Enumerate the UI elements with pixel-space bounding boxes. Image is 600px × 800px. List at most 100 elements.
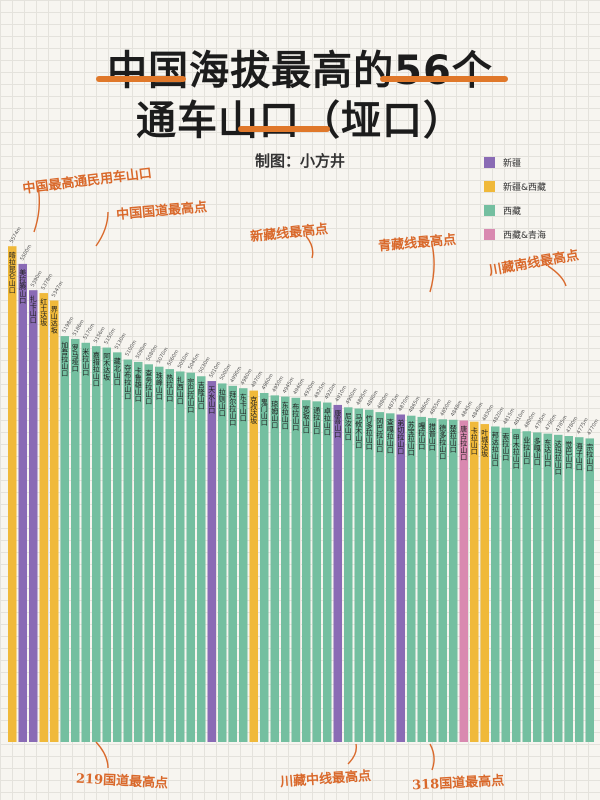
bar-name-label: 嘎拉山口 (418, 422, 426, 450)
bar-name-label: 红土达坂 (40, 297, 48, 327)
bar-name-label: 康喜山口 (334, 409, 342, 438)
annotation-arrow-4 (429, 243, 435, 293)
bar-8 (81, 342, 90, 742)
bar-30 (312, 401, 321, 742)
bar-name-label: 拉则山口 (218, 388, 226, 417)
bar-12 (123, 359, 132, 742)
bar-6 (60, 336, 69, 742)
bar-name-label: 苏宝拉山口 (407, 420, 415, 456)
bar-5 (50, 300, 59, 742)
bar-name-label: 多嘎山口 (533, 437, 541, 466)
bar-7 (71, 338, 80, 742)
bar-18 (186, 372, 195, 742)
bar-name-label: 拜尔拉山口 (229, 390, 237, 426)
title-underline-1 (96, 76, 186, 82)
bar-15 (155, 366, 164, 742)
bar-37 (386, 413, 395, 742)
legend-swatch-xizang-qinghai (484, 228, 495, 240)
bar-47 (491, 426, 500, 742)
title-line-1: 中国海拔最高的56个 (107, 48, 493, 94)
annotation-arrow-7 (347, 743, 358, 765)
annotation-arrow-5 (547, 265, 567, 287)
bar-24 (249, 390, 258, 742)
legend-label: 西藏&青海 (503, 230, 547, 241)
bar-25 (260, 392, 269, 742)
bar-21 (218, 383, 227, 742)
legend-item-xizang-qinghai: 西藏&青海 (484, 222, 546, 246)
annotation-arrow-1 (33, 185, 41, 233)
bar-name-label: 吉隆山口 (197, 381, 205, 409)
bar-name-label: 美拉腾山口 (19, 268, 27, 304)
bar-49 (512, 428, 521, 742)
bar-name-label: 热拉山口 (166, 373, 174, 402)
bar-name-label: 东卡山口 (239, 392, 247, 421)
legend-item-xinjiang-xizang: 新疆&西藏 (484, 174, 546, 198)
bar-38 (396, 414, 405, 742)
bar-name-label: 卡拉山口 (470, 426, 478, 455)
bar-name-label: 鬼门山口 (260, 397, 268, 426)
bar-name-label: 措普山口 (428, 422, 436, 451)
bar-value-label: 5378m (40, 273, 54, 291)
bar-22 (228, 385, 237, 742)
bar-26 (270, 395, 279, 742)
bar-name-label: 邦达拉山口 (491, 431, 499, 467)
bar-name-label: 海子山口 (575, 441, 583, 470)
bar-9 (92, 346, 101, 742)
bar-name-label: 索拉山口 (502, 432, 510, 461)
bar-11 (113, 352, 122, 742)
legend-label: 新疆&西藏 (503, 182, 547, 193)
bar-name-label: 扎卡山口 (29, 294, 37, 323)
bar-name-label: 藏北山口 (113, 357, 121, 386)
bar-17 (176, 371, 185, 742)
bar-name-label: 天水山口 (208, 386, 216, 414)
bar-name-label: 觉巴山口 (565, 440, 573, 469)
credit-text: 制图：小方井 (254, 152, 345, 170)
bar-43 (449, 419, 458, 742)
bar-45 (470, 421, 479, 742)
annotation-arrow-6 (95, 741, 109, 769)
bar-20 (207, 381, 216, 742)
bar-10 (102, 347, 111, 742)
bar-31 (323, 402, 332, 742)
bar-1 (8, 246, 17, 742)
bar-name-label: 尼汝山口 (344, 412, 352, 440)
bar-42 (438, 419, 447, 742)
bar-33 (344, 407, 353, 742)
bar-52 (543, 433, 552, 742)
bar-name-label: 琼姆山口 (271, 400, 279, 429)
bar-2 (18, 263, 27, 742)
bar-name-label: 布拉山口 (292, 402, 300, 431)
bar-41 (428, 418, 437, 742)
bar-value-label: 5500m (19, 244, 33, 262)
bar-16 (165, 369, 174, 742)
bar-name-label: 唐古拉山口 (460, 425, 468, 461)
legend-swatch-xinjiang-xizang (484, 180, 495, 192)
bar-name-label: 喀拉昆仑山口 (8, 250, 16, 293)
legend-label: 西藏 (503, 206, 522, 217)
bar-54 (564, 436, 573, 742)
bar-name-label: 德多拉山口 (439, 423, 447, 459)
bar-48 (501, 427, 510, 742)
bar-value-label: 5347m (51, 280, 65, 298)
bar-46 (480, 424, 489, 742)
bar-53 (554, 434, 563, 742)
bar-name-label: 米拉山口 (82, 347, 90, 376)
legend-swatch-xinjiang (484, 156, 495, 168)
bar-4 (39, 293, 48, 742)
bar-40 (417, 416, 426, 742)
bar-name-label: 通拉山口 (313, 406, 321, 435)
bar-name-label: 查嘎拉山口 (386, 417, 394, 453)
bar-name-label: 宗拉山口 (586, 443, 594, 472)
bar-name-label: 界山达坂 (50, 305, 58, 334)
bar-name-label: 卡鲁雄山口 (134, 366, 142, 402)
bar-51 (533, 432, 542, 742)
bar-name-label: 业拉山口 (523, 435, 531, 464)
bar-name-label: 东拉山口 (281, 401, 289, 430)
bar-44 (459, 420, 468, 742)
bar-14 (144, 364, 153, 742)
bar-13 (134, 361, 143, 742)
bar-27 (281, 396, 290, 742)
bar-34 (354, 408, 363, 742)
bar-name-label: 夺布拉山口 (124, 364, 132, 400)
bar-name-label: 加吾拉山口 (61, 340, 69, 376)
